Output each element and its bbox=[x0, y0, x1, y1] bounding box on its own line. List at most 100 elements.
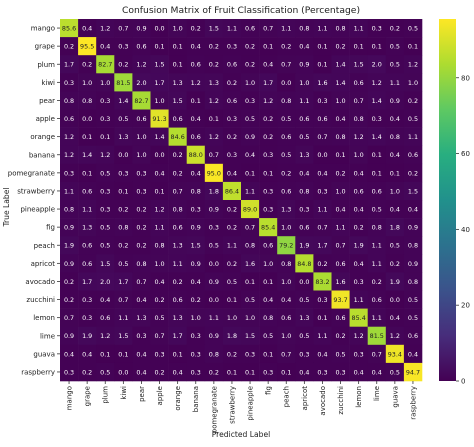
heatmap-cell bbox=[403, 91, 423, 110]
x-tick-label: raspberry bbox=[409, 386, 417, 420]
heatmap-cell bbox=[78, 272, 97, 291]
cell-value-label: 0.3 bbox=[209, 224, 219, 232]
cell-value-label: 1.2 bbox=[209, 133, 219, 141]
heatmap-cell bbox=[385, 163, 405, 183]
cell-value-label: 0.3 bbox=[263, 205, 273, 213]
heatmap-cell bbox=[204, 344, 224, 364]
heatmap-cell bbox=[313, 19, 332, 38]
cell-value-label: 1.0 bbox=[136, 133, 146, 141]
heatmap-cell bbox=[222, 181, 242, 201]
cell-value-label: 0.5 bbox=[100, 368, 110, 376]
heatmap-cell bbox=[259, 163, 278, 183]
cell-value-label: 0.3 bbox=[354, 350, 364, 358]
cell-value-label: 0.2 bbox=[263, 115, 273, 123]
heatmap-cell bbox=[132, 109, 151, 128]
cell-value-label: 0.6 bbox=[263, 242, 273, 250]
heatmap-cell bbox=[259, 19, 278, 38]
cell-value-label: 0.3 bbox=[317, 296, 327, 304]
heatmap-cell bbox=[403, 272, 423, 291]
x-tick-label: strawberry bbox=[228, 386, 236, 424]
cell-value-label: 0.2 bbox=[118, 61, 128, 69]
heatmap-cell bbox=[403, 290, 423, 309]
cell-value-label: 82.7 bbox=[134, 97, 148, 105]
cell-value-label: 0.3 bbox=[136, 187, 146, 195]
cell-value-label: 0.2 bbox=[390, 260, 400, 268]
heatmap-cell bbox=[186, 163, 206, 183]
heatmap-cell bbox=[367, 200, 387, 219]
cell-value-label: 0.4 bbox=[263, 61, 273, 69]
cell-value-label: 0.5 bbox=[299, 332, 309, 340]
cell-value-label: 0.4 bbox=[390, 115, 400, 123]
heatmap-cell bbox=[241, 55, 260, 74]
cell-value-label: 0.6 bbox=[82, 242, 92, 250]
heatmap-cell bbox=[96, 200, 115, 219]
heatmap-cell bbox=[313, 200, 332, 219]
heatmap-cell bbox=[204, 272, 224, 291]
heatmap-cell bbox=[241, 145, 260, 165]
heatmap-cell bbox=[78, 362, 97, 382]
heatmap-cell bbox=[313, 308, 332, 327]
cell-value-label: 94.7 bbox=[406, 368, 420, 376]
cell-value-label: 0.1 bbox=[372, 169, 382, 177]
y-tick-label: pear bbox=[39, 97, 55, 105]
x-tick-label: grape bbox=[84, 386, 92, 406]
heatmap-cell bbox=[313, 326, 332, 346]
cell-value-label: 1.0 bbox=[100, 79, 110, 87]
heatmap-cell bbox=[349, 127, 368, 146]
heatmap-cell bbox=[96, 19, 115, 38]
cell-value-label: 0.1 bbox=[100, 133, 110, 141]
cell-value-label: 0.8 bbox=[209, 350, 219, 358]
heatmap-cell bbox=[295, 200, 314, 219]
heatmap-cell bbox=[385, 308, 405, 327]
heatmap-cell bbox=[241, 290, 260, 309]
cell-value-label: 0.5 bbox=[390, 43, 400, 51]
cell-value-label: 0.1 bbox=[372, 43, 382, 51]
y-tick-label: fig bbox=[46, 224, 55, 232]
cell-value-label: 1.7 bbox=[263, 79, 273, 87]
cell-value-label: 1.0 bbox=[227, 314, 237, 322]
heatmap-cell bbox=[295, 236, 314, 255]
heatmap-cell bbox=[385, 91, 405, 110]
heatmap-cell bbox=[295, 91, 314, 110]
cell-value-label: 0.3 bbox=[317, 368, 327, 376]
heatmap-cell bbox=[204, 37, 224, 56]
cell-value-label: 84.6 bbox=[171, 133, 185, 141]
heatmap-cell bbox=[367, 145, 387, 165]
cell-value-label: 0.2 bbox=[82, 61, 92, 69]
cell-value-label: 0.2 bbox=[408, 169, 418, 177]
cell-value-label: 0.7 bbox=[317, 224, 327, 232]
heatmap-cell bbox=[60, 145, 79, 165]
cell-value-label: 1.0 bbox=[154, 260, 164, 268]
cell-value-label: 0.1 bbox=[245, 278, 255, 286]
cell-value-label: 93.7 bbox=[333, 296, 347, 304]
cell-value-label: 0.0 bbox=[118, 151, 128, 159]
heatmap-cell bbox=[204, 55, 224, 74]
heatmap-cell bbox=[60, 163, 79, 183]
cell-value-label: 0.6 bbox=[100, 314, 110, 322]
heatmap-cell bbox=[295, 218, 314, 237]
heatmap-cell bbox=[277, 254, 296, 273]
heatmap-cell bbox=[168, 163, 187, 183]
heatmap-cell bbox=[277, 326, 296, 346]
cell-value-label: 0.7 bbox=[118, 24, 128, 32]
cell-value-label: 0.6 bbox=[227, 97, 237, 105]
cell-value-label: 0.4 bbox=[317, 350, 327, 358]
cell-value-label: 0.6 bbox=[281, 133, 291, 141]
cell-value-label: 0.8 bbox=[118, 224, 128, 232]
cell-value-label: 79.2 bbox=[279, 242, 293, 250]
cell-value-label: 1.3 bbox=[173, 314, 183, 322]
cell-value-label: 0.2 bbox=[281, 43, 291, 51]
cell-value-label: 1.7 bbox=[173, 332, 183, 340]
cell-value-label: 85.6 bbox=[62, 24, 76, 32]
cell-value-label: 0.5 bbox=[335, 350, 345, 358]
cell-value-label: 0.4 bbox=[100, 43, 110, 51]
heatmap-cell bbox=[114, 218, 133, 237]
heatmap-cell bbox=[150, 19, 169, 38]
cell-value-label: 0.5 bbox=[299, 296, 309, 304]
heatmap-cell bbox=[78, 218, 97, 237]
cell-value-label: 0.5 bbox=[281, 151, 291, 159]
cell-value-label: 1.0 bbox=[263, 260, 273, 268]
heatmap-cell bbox=[403, 73, 423, 92]
heatmap-cell bbox=[241, 109, 260, 128]
heatmap-cell bbox=[367, 163, 387, 183]
